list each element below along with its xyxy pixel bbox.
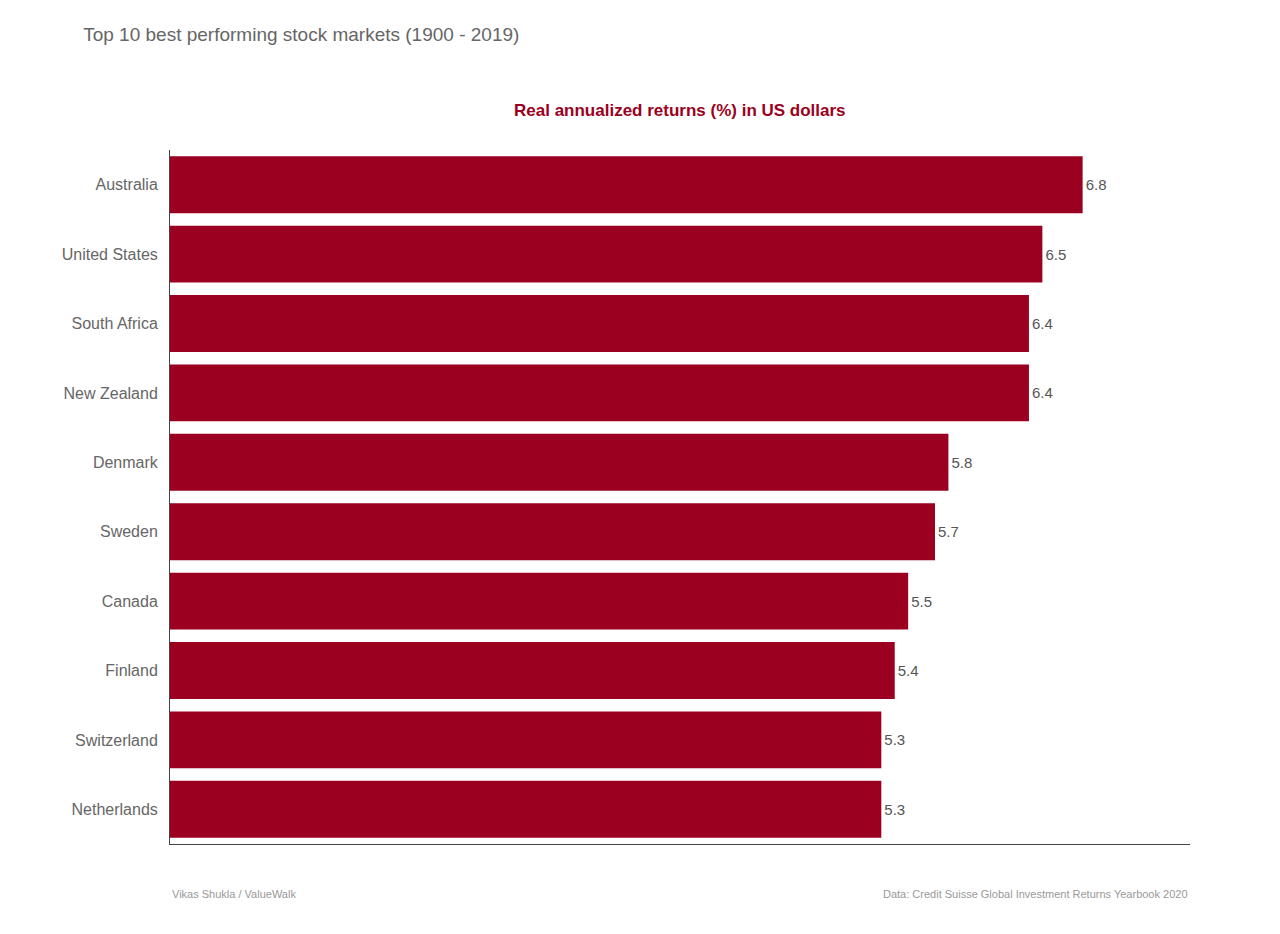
svg-text:5.3: 5.3 bbox=[884, 801, 905, 818]
svg-text:6.5: 6.5 bbox=[1045, 246, 1066, 263]
svg-text:6.4: 6.4 bbox=[1032, 384, 1053, 401]
svg-text:Denmark: Denmark bbox=[93, 454, 159, 471]
svg-text:Sweden: Sweden bbox=[100, 523, 158, 540]
svg-text:5.5: 5.5 bbox=[911, 593, 932, 610]
svg-text:5.4: 5.4 bbox=[898, 662, 919, 679]
svg-text:6.4: 6.4 bbox=[1032, 315, 1053, 332]
svg-text:5.3: 5.3 bbox=[884, 731, 905, 748]
svg-text:6.8: 6.8 bbox=[1086, 176, 1107, 193]
svg-text:5.8: 5.8 bbox=[951, 454, 972, 471]
svg-text:South Africa: South Africa bbox=[72, 315, 158, 332]
svg-text:United States: United States bbox=[62, 246, 158, 263]
svg-text:Real annualized returns (%) in: Real annualized returns (%) in US dollar… bbox=[514, 101, 846, 120]
svg-text:Australia: Australia bbox=[96, 176, 158, 193]
svg-text:Canada: Canada bbox=[102, 593, 158, 610]
svg-text:Vikas Shukla / ValueWalk: Vikas Shukla / ValueWalk bbox=[172, 888, 296, 900]
svg-text:Netherlands: Netherlands bbox=[72, 801, 158, 818]
svg-text:Switzerland: Switzerland bbox=[75, 732, 158, 749]
svg-text:5.7: 5.7 bbox=[938, 523, 959, 540]
svg-text:Top 10 best performing stock m: Top 10 best performing stock markets (19… bbox=[83, 24, 519, 45]
svg-text:Data: Credit Suisse Global Inv: Data: Credit Suisse Global Investment Re… bbox=[883, 888, 1188, 900]
svg-text:Finland: Finland bbox=[105, 662, 157, 679]
svg-text:New Zealand: New Zealand bbox=[64, 385, 158, 402]
